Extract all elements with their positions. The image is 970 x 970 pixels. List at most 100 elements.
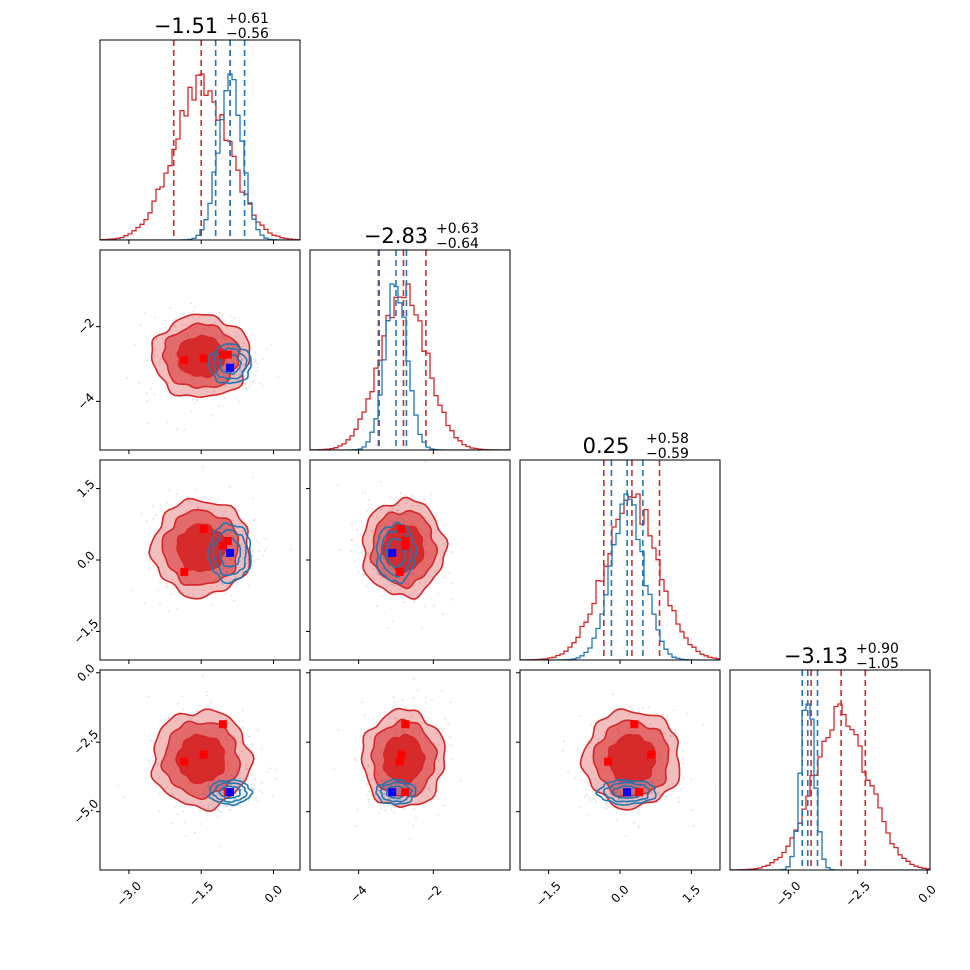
red-point xyxy=(363,564,366,567)
blue-point xyxy=(384,571,387,573)
blue-point xyxy=(211,377,214,379)
blue-point xyxy=(226,776,229,779)
red-point xyxy=(411,494,413,497)
blue-point xyxy=(235,335,238,337)
blue-point xyxy=(216,558,219,560)
panel-3-3: −5.0 −2.5 0.0 −3.13 +0.90−1.05 xyxy=(729,641,939,909)
blue-point xyxy=(393,584,395,587)
blue-point xyxy=(390,547,393,549)
blue-point xyxy=(588,797,591,800)
blue-point xyxy=(625,784,628,786)
red-histogram xyxy=(100,73,300,240)
blue-point xyxy=(378,562,381,565)
blue-point xyxy=(235,363,237,365)
red-point xyxy=(233,599,236,602)
red-point xyxy=(602,734,604,737)
blue-point xyxy=(209,558,212,560)
red-point xyxy=(178,315,181,318)
red-point xyxy=(408,838,411,841)
red-point xyxy=(150,388,153,390)
blue-point xyxy=(238,773,241,775)
blue-point xyxy=(396,792,399,794)
red-point xyxy=(591,762,594,765)
red-point xyxy=(424,460,427,463)
blue-point xyxy=(617,798,620,801)
title-lower: −0.59 xyxy=(646,446,689,462)
blue-point xyxy=(397,544,400,547)
red-point xyxy=(647,706,650,708)
red-point xyxy=(241,571,244,574)
blue-point xyxy=(235,549,238,552)
blue-point xyxy=(373,553,376,556)
x-tick-label: −1.5 xyxy=(533,879,564,910)
blue-point xyxy=(240,548,243,550)
blue-point xyxy=(223,366,225,369)
red-marker xyxy=(397,525,406,533)
panel-content xyxy=(730,670,930,870)
blue-point xyxy=(235,548,238,550)
red-contour-line xyxy=(579,708,681,811)
panel-frame xyxy=(99,669,301,871)
red-point xyxy=(173,518,176,520)
blue-histogram xyxy=(100,73,300,240)
blue-point xyxy=(376,783,378,785)
red-point xyxy=(209,508,212,511)
red-point xyxy=(245,764,248,767)
red-point xyxy=(192,399,195,401)
blue-point xyxy=(209,343,212,346)
red-point xyxy=(238,721,241,723)
red-point xyxy=(355,759,358,762)
red-point xyxy=(158,777,161,779)
red-point xyxy=(435,733,438,735)
blue-point xyxy=(240,346,243,348)
red-point xyxy=(193,831,196,834)
blue-point xyxy=(620,798,622,801)
blue-point xyxy=(202,362,205,365)
blue-point xyxy=(586,793,588,796)
blue-point xyxy=(231,544,234,546)
blue-point xyxy=(385,779,387,781)
red-point xyxy=(333,768,336,771)
blue-point xyxy=(244,387,247,389)
blue-point xyxy=(242,794,244,797)
red-point xyxy=(420,627,423,630)
blue-point xyxy=(217,809,220,812)
panel-2-2: 0.25 +0.58−0.59 xyxy=(519,431,721,664)
diagonal-title: 0.25 xyxy=(583,434,630,458)
red-point xyxy=(412,697,415,699)
blue-point xyxy=(383,559,385,561)
blue-marker xyxy=(226,788,235,797)
title-lower: −0.56 xyxy=(226,26,269,42)
blue-point xyxy=(383,552,385,555)
red-point xyxy=(355,825,358,828)
red-point xyxy=(211,603,214,606)
blue-point xyxy=(219,804,222,807)
blue-point xyxy=(214,347,217,350)
red-point xyxy=(192,310,195,313)
blue-point xyxy=(637,781,639,784)
blue-point xyxy=(236,553,239,555)
blue-point xyxy=(215,336,218,339)
blue-point xyxy=(409,554,412,557)
panel-3-0: −3.0 −1.5 0.0−5.0−2.50.0 xyxy=(71,661,301,909)
blue-point xyxy=(613,786,616,788)
blue-point xyxy=(377,573,380,576)
red-contour-line xyxy=(361,496,449,600)
blue-contour-line xyxy=(379,781,413,803)
panel-content xyxy=(520,460,720,660)
blue-point xyxy=(227,804,229,807)
red-point xyxy=(171,822,173,825)
blue-point xyxy=(396,548,399,551)
blue-point xyxy=(224,559,227,562)
red-point xyxy=(392,696,395,699)
blue-contour-line xyxy=(603,781,651,803)
blue-point xyxy=(391,569,393,572)
blue-point xyxy=(641,796,644,799)
blue-point xyxy=(242,792,244,795)
red-point xyxy=(665,795,668,798)
blue-point xyxy=(207,565,210,568)
blue-point xyxy=(389,781,392,784)
red-marker xyxy=(401,541,410,550)
red-point xyxy=(152,755,154,758)
blue-point xyxy=(213,562,216,565)
